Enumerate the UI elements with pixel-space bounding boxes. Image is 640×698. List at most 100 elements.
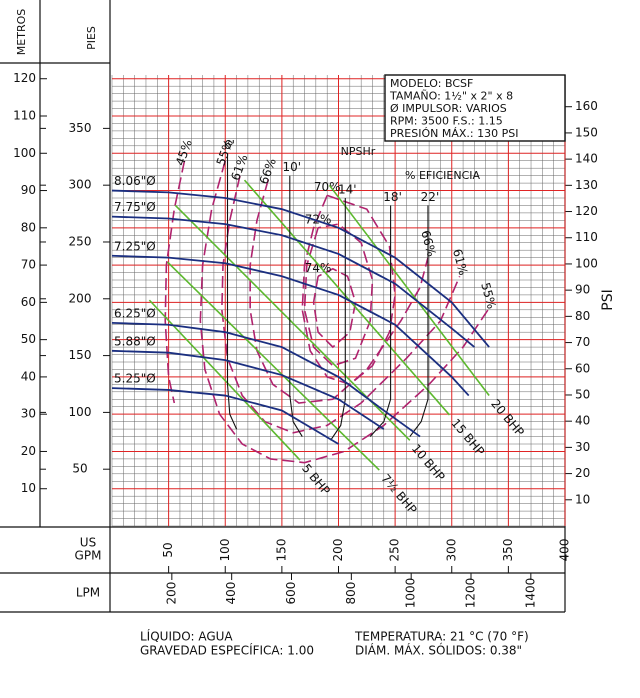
efficiency-label: 45% — [173, 138, 195, 168]
y-ft-tick-label: 250 — [69, 234, 92, 248]
y2-tick-label: 60 — [575, 361, 590, 375]
bhp-line — [174, 204, 411, 441]
y2-tick-label: 30 — [575, 440, 590, 454]
x-tick-label: 100 — [218, 539, 232, 562]
x-tick-label: 250 — [388, 539, 402, 562]
x-tick-label: 50 — [161, 542, 175, 557]
y-tick-label: 50 — [21, 332, 36, 346]
y2-tick-label: 70 — [575, 335, 590, 349]
impeller-label: 6.25"Ø — [114, 306, 156, 320]
efficiency-label: 61% — [450, 247, 470, 276]
y-tick-label: 40 — [21, 369, 36, 383]
x2-label: LPM — [76, 586, 100, 600]
y2-tick-label: 40 — [575, 414, 590, 428]
npsh-line — [369, 205, 392, 437]
impeller-curve — [111, 387, 339, 445]
npsh-label: 18' — [383, 190, 402, 204]
info-box — [384, 74, 566, 142]
bhp-line — [243, 179, 451, 416]
footer-right: TEMPERATURA: 21 °C (70 °F) — [354, 630, 529, 644]
bhp-line — [328, 184, 490, 397]
impeller-label: 7.25"Ø — [114, 239, 156, 253]
y2-tick-label: 150 — [575, 125, 598, 139]
bhp-line — [148, 299, 301, 461]
efficiency-curve — [199, 160, 489, 464]
efficiency-curve — [164, 160, 186, 404]
y-tick-label: 100 — [13, 146, 36, 160]
x2-tick-label: 400 — [224, 582, 238, 605]
npsh-label: 6' — [224, 138, 235, 152]
npsh-line — [330, 198, 346, 441]
x-tick-label: 400 — [558, 539, 572, 562]
bhp-line — [166, 261, 380, 471]
y-tick-label: 70 — [21, 258, 36, 272]
info-line: RPM: 3500 F.S.: 1.15 — [390, 115, 503, 128]
y-ft-tick-label: 350 — [69, 121, 92, 135]
x-label: GPM — [75, 549, 102, 563]
info-line: Ø IMPULSOR: VARIOS — [390, 102, 507, 115]
x2-tick-label: 1400 — [523, 578, 537, 609]
efficiency-label: 70% — [314, 180, 341, 194]
y2-tick-label: 120 — [575, 204, 598, 218]
impeller-label: 5.88"Ø — [114, 334, 156, 348]
x-tick-label: 300 — [444, 539, 458, 562]
x-label: US — [80, 536, 96, 550]
impeller-curve — [111, 349, 385, 430]
efficiency-label: 55% — [478, 281, 498, 310]
y-tick-label: 90 — [21, 183, 36, 197]
y-ft-label: PIES — [85, 26, 98, 50]
npsh-line — [226, 153, 238, 430]
footer-left: GRAVEDAD ESPECÍFICA: 1.00 — [140, 643, 314, 658]
efficiency-curve — [312, 267, 357, 349]
y2-tick-label: 140 — [575, 152, 598, 166]
y2-tick-label: 50 — [575, 387, 590, 401]
efficiency-curve — [303, 223, 374, 367]
x-tick-label: 350 — [501, 539, 515, 562]
x2-tick-label: 1000 — [404, 578, 418, 609]
impeller-label: 7.75"Ø — [114, 200, 156, 214]
y2-tick-label: 130 — [575, 178, 598, 192]
y-tick-label: 20 — [21, 444, 36, 458]
y-ft-tick-label: 150 — [69, 348, 92, 362]
y-tick-label: 10 — [21, 481, 36, 495]
y-ft-tick-label: 300 — [69, 178, 92, 192]
y2-tick-label: 80 — [575, 309, 590, 323]
y-tick-label: 120 — [13, 71, 36, 85]
bhp-label: 7½ BHP — [378, 471, 419, 516]
npsh-line — [289, 175, 303, 437]
y-ft-tick-label: 200 — [69, 291, 92, 305]
x2-tick-label: 600 — [284, 582, 298, 605]
footer-right: DIÁM. MÁX. SÓLIDOS: 0.38" — [355, 643, 522, 658]
footer-left: LÍQUIDO: AGUA — [140, 629, 233, 644]
npsh-line — [409, 205, 429, 437]
bhp-label: 15 BHP — [449, 416, 488, 458]
impeller-curve — [111, 254, 470, 397]
efficiency-label: 61% — [228, 153, 250, 183]
y-label: METROS — [15, 9, 28, 55]
impeller-curve — [111, 189, 490, 348]
x2-tick-label: 800 — [344, 582, 358, 605]
y-tick-label: 60 — [21, 295, 36, 309]
npsh-title: NPSHr — [341, 145, 376, 158]
y-ft-tick-label: 50 — [72, 462, 87, 476]
y2-tick-label: 100 — [575, 256, 598, 270]
efficiency-label: 74% — [305, 261, 332, 275]
y-tick-label: 110 — [13, 109, 36, 123]
y2-label: PSI — [600, 289, 616, 310]
bhp-label: 10 BHP — [409, 441, 448, 483]
y-tick-label: 30 — [21, 407, 36, 421]
info-line: TAMAÑO: 1½" x 2" x 8 — [389, 90, 513, 103]
npsh-label: 10' — [283, 160, 302, 174]
efficiency-curve — [249, 179, 429, 404]
y2-tick-label: 160 — [575, 99, 598, 113]
x2-tick-label: 1200 — [464, 578, 478, 609]
x2-tick-label: 200 — [164, 582, 178, 605]
npsh-label: 14' — [338, 183, 357, 197]
efficiency-curve — [221, 175, 461, 434]
y-ft-tick-label: 100 — [69, 405, 92, 419]
y2-tick-label: 10 — [575, 492, 590, 506]
impeller-curve — [111, 321, 421, 438]
efficiency-title: % EFICIENCIA — [405, 169, 480, 182]
impeller-curve — [111, 215, 475, 348]
info-line: PRESIÓN MÁX.: 130 PSI — [390, 127, 518, 140]
